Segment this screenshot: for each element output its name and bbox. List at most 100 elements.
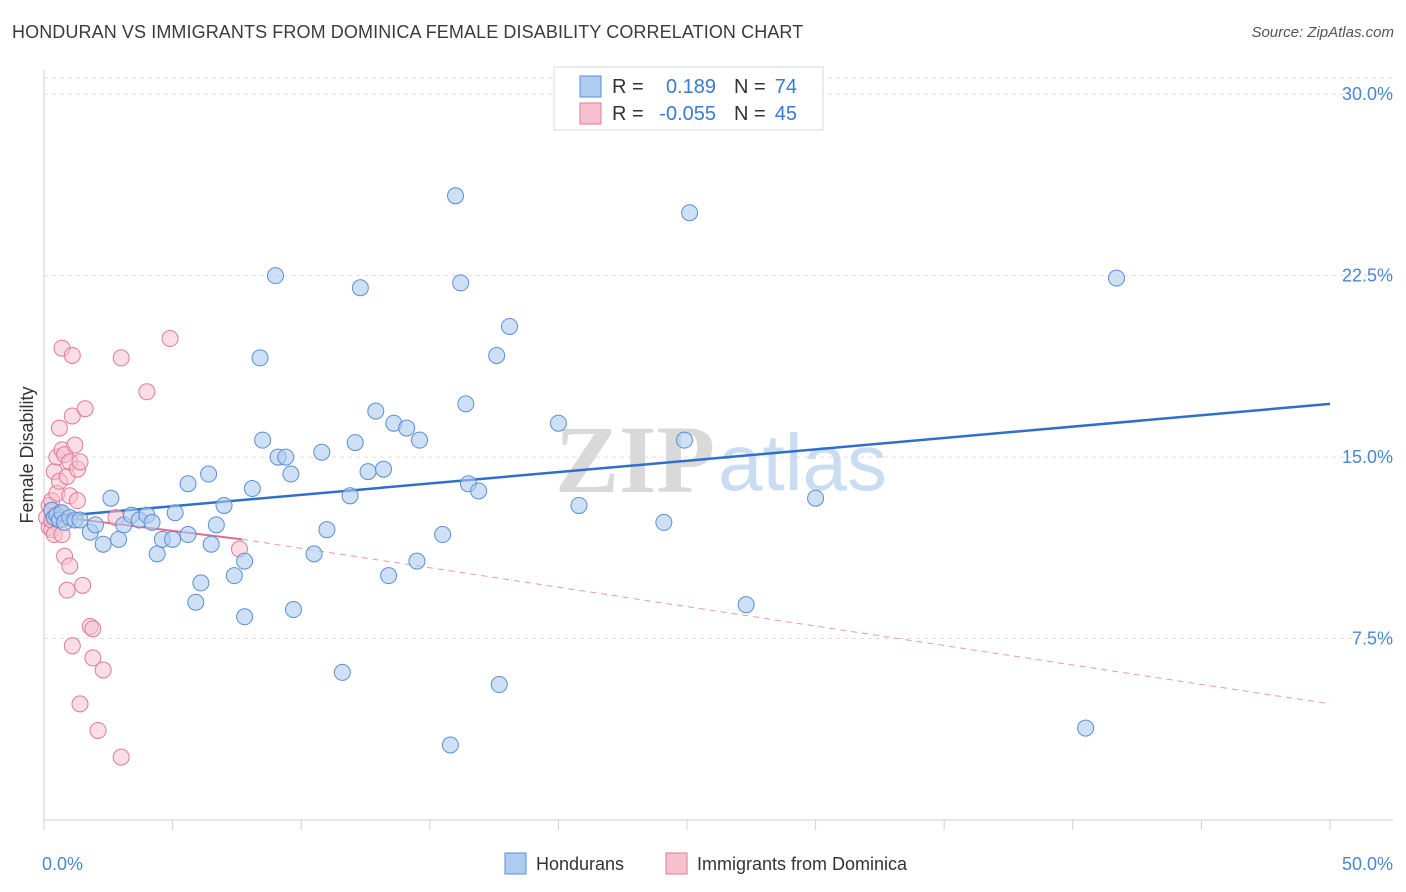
data-point-honduran <box>359 463 377 481</box>
data-point-dominica <box>58 581 76 599</box>
data-point-honduran <box>225 567 243 585</box>
series-legend: Hondurans Immigrants from Dominica <box>504 852 908 875</box>
x-tick-labels: 0.0% 50.0% <box>42 854 1393 874</box>
data-point-honduran <box>488 346 506 364</box>
data-point-dominica <box>161 330 179 348</box>
data-point-dominica <box>71 453 89 471</box>
data-point-honduran <box>457 395 475 413</box>
legend-r-value: -0.055 <box>659 103 716 125</box>
chart-title: HONDURAN VS IMMIGRANTS FROM DOMINICA FEM… <box>12 22 804 42</box>
data-point-honduran <box>284 601 302 619</box>
data-point-honduran <box>318 521 336 539</box>
y-tick-label: 22.5% <box>1342 266 1393 286</box>
data-point-honduran <box>202 535 220 553</box>
series-legend-hondurans: Hondurans <box>536 854 624 874</box>
series-legend-dominica: Immigrants from Dominica <box>697 854 908 874</box>
legend-swatch-hondurans <box>579 75 602 98</box>
data-point-dominica <box>68 492 86 510</box>
data-point-honduran <box>411 431 429 449</box>
legend-r-value: 0.189 <box>666 76 716 98</box>
data-point-honduran <box>110 530 128 548</box>
data-point-honduran <box>737 596 755 614</box>
data-point-honduran <box>447 187 465 205</box>
data-point-dominica <box>84 620 102 638</box>
legend-n-value: 74 <box>775 76 797 98</box>
data-point-dominica <box>112 349 130 367</box>
data-point-dominica <box>50 419 68 437</box>
data-point-dominica <box>63 637 81 655</box>
y-tick-label: 30.0% <box>1342 84 1393 104</box>
data-point-honduran <box>102 489 120 507</box>
data-point-honduran <box>351 279 369 297</box>
data-point-honduran <box>1108 269 1126 287</box>
y-tick-labels: 7.5% 15.0% 22.5% 30.0% <box>1342 84 1393 648</box>
data-point-honduran <box>277 448 295 466</box>
data-point-honduran <box>470 482 488 500</box>
data-point-honduran <box>215 496 233 514</box>
legend-swatch-dominica <box>579 102 602 125</box>
correlation-legend: R = 0.189 N = 74 R = -0.055 N = 45 <box>553 66 824 131</box>
data-point-honduran <box>1077 719 1095 737</box>
data-point-dominica <box>89 721 107 739</box>
legend-n-label: N = <box>734 103 766 125</box>
data-point-dominica <box>84 649 102 667</box>
data-point-dominica <box>94 661 112 679</box>
data-point-honduran <box>148 545 166 563</box>
x-tick-label: 0.0% <box>42 854 83 874</box>
data-point-honduran <box>86 516 104 534</box>
data-point-honduran <box>408 552 426 570</box>
data-point-honduran <box>179 526 197 544</box>
data-point-honduran <box>94 535 112 553</box>
data-point-honduran <box>200 465 218 483</box>
data-point-honduran <box>164 530 182 548</box>
y-axis-label: Female Disability <box>17 386 37 523</box>
series-legend-swatch-dominica <box>665 852 688 875</box>
watermark: ZIP atlas <box>555 406 887 513</box>
data-point-dominica <box>66 436 84 454</box>
data-point-dominica <box>76 400 94 418</box>
y-tick-label: 7.5% <box>1352 629 1393 649</box>
honduran-trend-line <box>43 402 1331 519</box>
dominica-points <box>38 330 248 766</box>
data-point-dominica <box>71 695 89 713</box>
data-point-honduran <box>266 267 284 285</box>
data-point-honduran <box>346 434 364 452</box>
x-tick-label: 50.0% <box>1342 854 1393 874</box>
y-tick-label: 15.0% <box>1342 447 1393 467</box>
data-point-honduran <box>179 475 197 493</box>
data-point-dominica <box>61 557 79 575</box>
dominica-trend-extension <box>241 538 1331 705</box>
data-point-honduran <box>333 663 351 681</box>
data-point-honduran <box>570 496 588 514</box>
legend-n-label: N = <box>734 76 766 98</box>
data-point-honduran <box>143 513 161 531</box>
data-point-dominica <box>63 407 81 425</box>
data-point-honduran <box>807 489 825 507</box>
data-point-honduran <box>192 574 210 592</box>
data-point-honduran <box>367 402 385 420</box>
data-point-dominica <box>138 383 156 401</box>
data-point-dominica <box>74 576 92 594</box>
data-point-honduran <box>243 480 261 498</box>
data-point-honduran <box>398 419 416 437</box>
legend-r-label: R = <box>612 103 644 125</box>
data-point-honduran <box>305 545 323 563</box>
watermark-atlas: atlas <box>718 418 887 507</box>
data-point-honduran <box>452 274 470 292</box>
data-point-honduran <box>681 204 699 222</box>
data-point-honduran <box>434 526 452 544</box>
data-point-honduran <box>375 460 393 478</box>
legend-r-label: R = <box>612 76 644 98</box>
data-point-honduran <box>313 443 331 461</box>
honduran-points <box>43 187 1126 754</box>
data-point-dominica <box>63 346 81 364</box>
data-point-honduran <box>236 552 254 570</box>
data-point-honduran <box>71 511 89 529</box>
data-point-honduran <box>490 676 508 694</box>
data-point-honduran <box>254 431 272 449</box>
data-point-dominica <box>112 748 130 766</box>
blue-trend-line <box>43 402 1331 519</box>
data-point-honduran <box>187 593 205 611</box>
data-point-honduran <box>380 567 398 585</box>
